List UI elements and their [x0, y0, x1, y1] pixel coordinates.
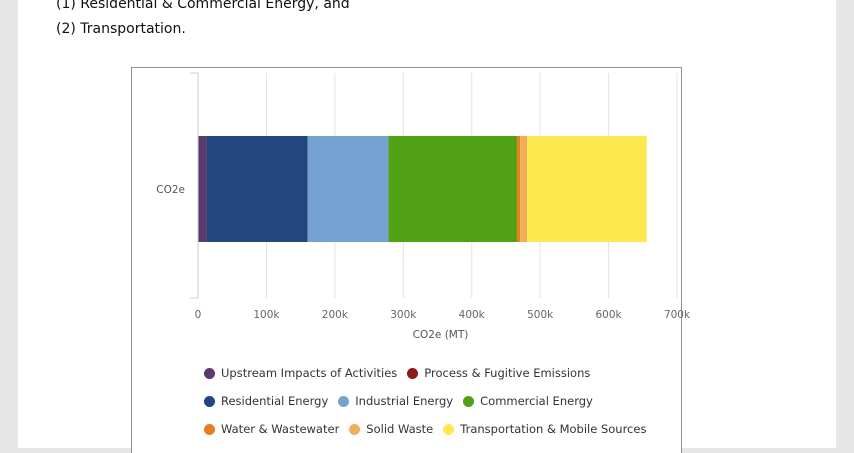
document-text-line-2: (2) Transportation. — [56, 21, 186, 37]
legend-item[interactable]: Commercial Energy — [463, 394, 593, 408]
legend-label: Process & Fugitive Emissions — [424, 366, 591, 380]
legend-item[interactable]: Upstream Impacts of Activities — [204, 366, 397, 380]
legend-dot-icon — [443, 423, 455, 435]
x-tick-label: 200k — [322, 309, 349, 321]
legend-item[interactable]: Industrial Energy — [338, 394, 453, 408]
legend-dot-icon — [407, 367, 419, 379]
legend-item[interactable]: Transportation & Mobile Sources — [443, 422, 646, 436]
legend-label: Upstream Impacts of Activities — [221, 366, 398, 380]
x-tick-label: 400k — [459, 309, 486, 321]
legend-label: Residential Energy — [221, 394, 329, 408]
legend-label: Solid Waste — [366, 422, 434, 436]
chart-frame — [131, 67, 682, 453]
bar-segment — [307, 136, 389, 242]
legend-row: Upstream Impacts of Activities Process & … — [204, 366, 600, 380]
document-text-line-1: (1) Residential & Commercial Energy, and — [56, 0, 350, 12]
bar-segment — [388, 136, 518, 242]
y-category-label: CO2e — [156, 184, 185, 196]
x-tick-label: 500k — [527, 309, 554, 321]
x-tick-label: 300k — [390, 309, 417, 321]
legend-item[interactable]: Water & Wastewater — [204, 422, 339, 436]
x-tick-label: 700k — [664, 309, 691, 321]
bar-segment — [520, 136, 528, 242]
legend-label: Transportation & Mobile Sources — [460, 422, 647, 436]
legend-label: Industrial Energy — [355, 394, 454, 408]
legend-row: Water & Wastewater Solid Waste Transportat… — [204, 422, 656, 436]
bar-segment — [198, 136, 207, 242]
legend-dot-icon — [204, 395, 215, 407]
legend-dot-icon — [338, 395, 350, 407]
legend-dot-icon — [204, 423, 215, 435]
legend-item[interactable]: Process & Fugitive Emissions — [407, 366, 590, 380]
bar-segment — [206, 136, 308, 242]
bar-segment — [527, 136, 647, 242]
legend-dot-icon — [463, 395, 475, 407]
x-tick-label: 100k — [253, 309, 280, 321]
legend-item[interactable]: Solid Waste — [349, 422, 433, 436]
legend-label: Water & Wastewater — [221, 422, 340, 436]
legend-row: Residential Energy Industrial Energy Comme… — [204, 394, 603, 408]
legend-item[interactable]: Residential Energy — [204, 394, 328, 408]
x-tick-label: 600k — [596, 309, 623, 321]
legend-dot-icon — [204, 367, 215, 379]
bar-segment — [517, 136, 521, 242]
legend-dot-icon — [349, 423, 361, 435]
x-tick-label: 0 — [195, 309, 202, 321]
legend-label: Commercial Energy — [480, 394, 593, 408]
x-axis-title: CO2e (MT) — [413, 329, 469, 341]
